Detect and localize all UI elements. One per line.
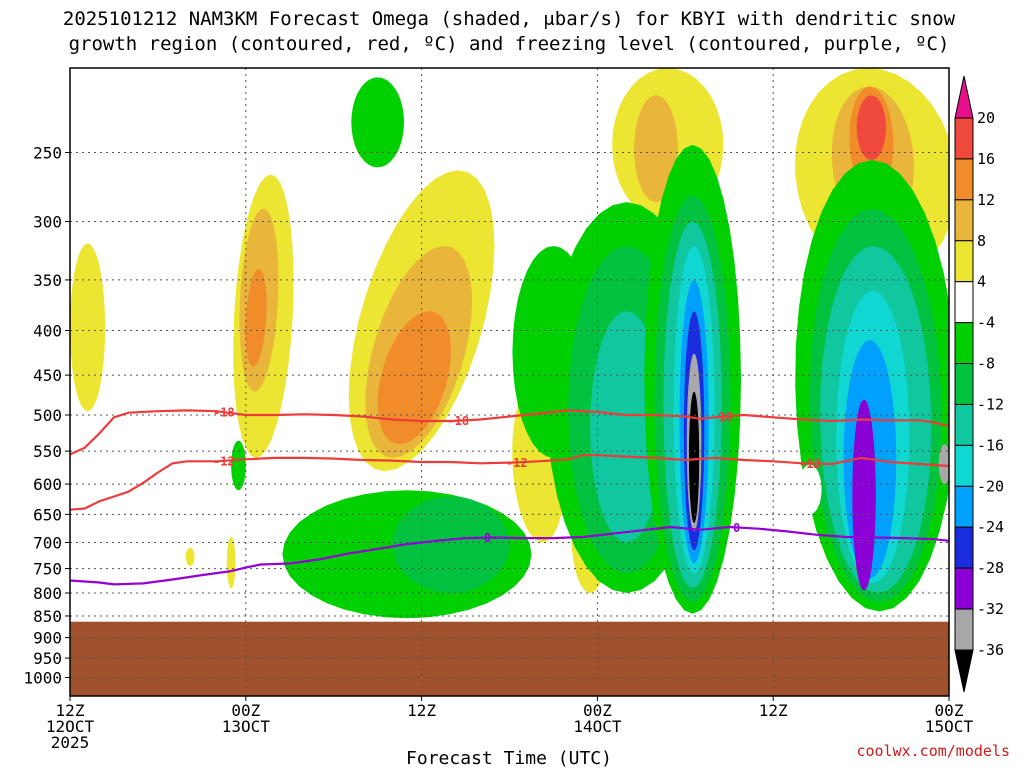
x-tick-label-0-1: 12OCT (46, 717, 95, 736)
x-tick-label-0-2: 2025 (51, 733, 90, 752)
y-tick-label-600: 600 (33, 475, 62, 494)
contour-label-1-0: -12 (213, 454, 235, 468)
colorbar-box-9 (954, 485, 974, 528)
omega-negative-late-violet (852, 399, 876, 591)
credit-text: coolwx.com/models (856, 742, 1010, 760)
colorbar-label-m32: -32 (977, 600, 1004, 618)
colorbar-box-4 (954, 281, 974, 324)
y-tick-label-900: 900 (33, 629, 62, 648)
y-tick-label-1000: 1000 (23, 669, 62, 688)
omega-positive-small-a (185, 547, 195, 566)
omega-negative-lowlevel-core (392, 496, 510, 593)
colorbar-box-2 (954, 199, 974, 242)
y-tick-label-950: 950 (33, 649, 62, 668)
x-tick-label-36-1: 14OCT (573, 717, 622, 736)
y-tick-label-350: 350 (33, 271, 62, 290)
colorbar-label-m4: -4 (977, 314, 995, 332)
x-tick-label-24-0: 12Z (407, 701, 436, 720)
omega-negative-late-gray (938, 444, 949, 485)
colorbar-label-12: 12 (977, 191, 995, 209)
contour-line-m12 (70, 454, 949, 511)
contour-layer: -18 -18 -18 -12 -12 -12 0 0 (70, 406, 949, 586)
x-tick-label-0-0: 12Z (56, 701, 85, 720)
omega-negative-small-green (231, 440, 246, 491)
colorbar-box-6 (954, 363, 974, 405)
plot-frame (69, 67, 950, 697)
colorbar-label-m12: -12 (977, 395, 1004, 413)
x-tick-label-36-0: 00Z (583, 701, 612, 720)
contour-label-2-1: 0 (733, 521, 740, 535)
colorbar-box-1 (954, 158, 974, 201)
y-tick-label-850: 850 (33, 607, 62, 626)
colorbar-top-arrow (954, 75, 974, 119)
colorbar-bottom-arrow (954, 649, 974, 693)
chart-title-line-1: 2025101212 NAM3KM Forecast Omega (shaded… (63, 8, 956, 30)
x-tick-label-12-1: 13OCT (222, 717, 271, 736)
axis-layer: 250 300 350 400 450 500 550 600 650 700 750 800 850 9… (23, 144, 973, 752)
omega-positive-12z-max (377, 311, 451, 445)
contour-label-1-2: -12 (799, 457, 821, 471)
grid-layer (70, 68, 949, 696)
terrain-fill (70, 621, 949, 696)
contour-line-0 (70, 525, 949, 586)
x-tick-label-48-0: 12Z (759, 701, 788, 720)
colorbar-label-m28: -28 (977, 559, 1004, 577)
omega-negative-upper-small (351, 77, 404, 168)
colorbar-label-m8: -8 (977, 355, 995, 373)
contour-label-2-0: 0 (484, 531, 491, 545)
y-tick-label-650: 650 (33, 505, 62, 524)
y-tick-label-700: 700 (33, 533, 62, 552)
colorbar-box-8 (954, 444, 974, 487)
colorbar: 20 16 12 8 4 -4 -8 -12 -16 -20 -24 -28 -32 -36 (954, 75, 1004, 693)
colorbar-label-m36: -36 (977, 641, 1004, 659)
colorbar-label-4: 4 (977, 273, 986, 291)
colorbar-box-7 (954, 403, 974, 446)
colorbar-box-3 (954, 240, 974, 283)
omega-positive-upper-b-peak (856, 95, 886, 160)
colorbar-label-20: 20 (977, 109, 995, 127)
contour-label-0-2: -18 (711, 410, 733, 424)
y-tick-label-250: 250 (33, 144, 62, 163)
colorbar-box-12 (954, 608, 974, 651)
y-tick-label-400: 400 (33, 322, 62, 341)
omega-positive-small-b (226, 537, 236, 589)
x-axis-label: Forecast Time (UTC) (406, 748, 612, 768)
terrain-layer (70, 621, 949, 696)
omega-positive-early (70, 243, 106, 412)
y-tick-label-800: 800 (33, 584, 62, 603)
contour-line-m18 (70, 409, 949, 456)
y-tick-label-450: 450 (33, 366, 62, 385)
omega-positive-13oct-max (245, 269, 267, 367)
colorbar-label-m16: -16 (977, 436, 1004, 454)
omega-gap-late (798, 464, 822, 515)
x-tick-label-60-0: 00Z (935, 701, 964, 720)
omega-positive-upper-a-core (634, 95, 678, 203)
y-tick-label-300: 300 (33, 213, 62, 232)
contour-label-0-1: -18 (447, 414, 469, 428)
contour-label-0-0: -18 (213, 406, 235, 420)
colorbar-label-16: 16 (977, 150, 995, 168)
colorbar-box-0 (954, 117, 974, 160)
omega-shading-layer (70, 68, 949, 619)
x-tick-label-12-0: 00Z (231, 701, 260, 720)
x-tick-label-60-1: 15OCT (925, 717, 974, 736)
omega-negative-ascent-black (689, 391, 700, 523)
chart-title-line-2: growth region (contoured, red, ºC) and f… (69, 33, 950, 55)
colorbar-box-5 (954, 322, 974, 365)
colorbar-label-m20: -20 (977, 477, 1004, 495)
colorbar-label-m24: -24 (977, 518, 1004, 536)
y-tick-label-750: 750 (33, 560, 62, 579)
contour-label-1-1: -12 (506, 456, 528, 470)
colorbar-box-11 (954, 567, 974, 610)
y-tick-label-500: 500 (33, 406, 62, 425)
y-tick-label-550: 550 (33, 442, 62, 461)
colorbar-box-10 (954, 526, 974, 569)
colorbar-label-8: 8 (977, 232, 986, 250)
